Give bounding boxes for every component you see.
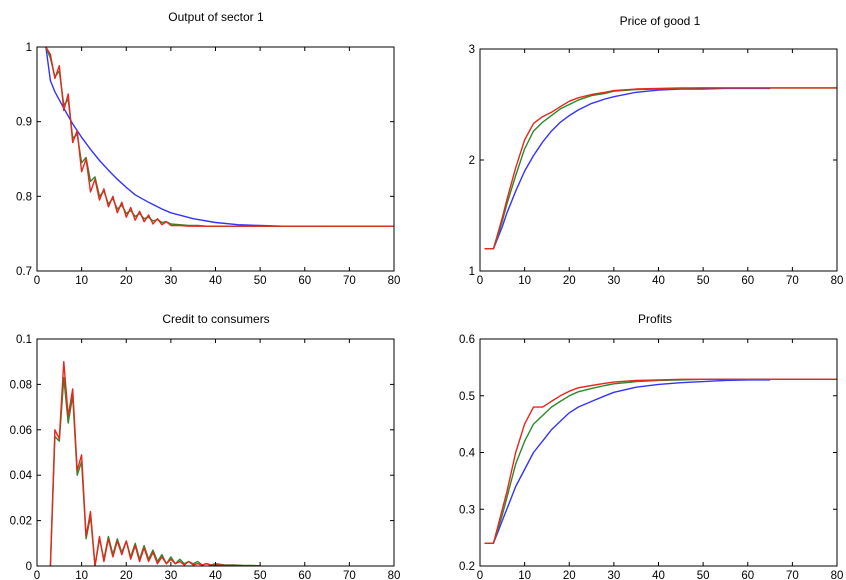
series-line-green — [484, 87, 837, 250]
x-tick-label: 60 — [298, 275, 311, 287]
x-tick-label: 80 — [831, 275, 844, 287]
x-tick-label: 30 — [164, 570, 177, 580]
y-tick-label: 2 — [469, 155, 475, 167]
x-tick-label: 80 — [388, 570, 401, 580]
y-tick-label: 3 — [469, 44, 475, 56]
y-tick-label: 0.4 — [459, 448, 476, 460]
x-tick-label: 70 — [343, 570, 356, 580]
x-tick-label: 0 — [477, 570, 483, 580]
x-tick-label: 60 — [741, 275, 754, 287]
y-tick-label: 0 — [26, 561, 32, 573]
x-tick-label: 50 — [254, 570, 267, 580]
x-tick-label: 40 — [652, 570, 665, 580]
x-tick-label: 30 — [607, 275, 620, 287]
x-tick-label: 80 — [388, 275, 401, 287]
series-line-blue — [45, 47, 328, 227]
x-tick-label: 0 — [34, 570, 40, 580]
series-line-blue — [484, 87, 771, 250]
series-line-green — [484, 378, 837, 544]
y-tick-label: 0.06 — [10, 425, 32, 437]
y-tick-label: 0.08 — [10, 379, 32, 391]
series-line-red — [484, 87, 837, 250]
x-tick-label: 20 — [563, 570, 576, 580]
plot-frame — [36, 338, 395, 567]
series-group — [484, 378, 837, 544]
x-tick-label: 60 — [298, 570, 311, 580]
y-tick-label: 0.2 — [459, 561, 475, 573]
x-tick-label: 50 — [697, 570, 710, 580]
x-tick-label: 80 — [831, 570, 844, 580]
x-tick-label: 20 — [563, 275, 576, 287]
x-tick-label: 40 — [652, 275, 665, 287]
series-group — [45, 47, 394, 227]
y-tick-label: 0.6 — [459, 334, 475, 346]
plot-credit-to-consumers: 0 10 20 30 40 50 60 70 80 0 0.02 0.04 0.06 0.08 0.1 — [10, 334, 401, 580]
panel-title-credit-to-consumers: Credit to consumers — [162, 312, 269, 326]
y-tick-label: 0.3 — [459, 504, 475, 516]
y-tick-label: 0.5 — [459, 391, 475, 403]
plots-layer: 0 10 20 30 40 50 60 70 800.70.80.910 10 20 30 40 50 60… — [10, 42, 844, 580]
y-tick-label: 0.9 — [16, 117, 32, 129]
x-tick-label: 10 — [75, 570, 88, 580]
y-tick-label: 0.02 — [10, 516, 32, 528]
x-tick-label: 30 — [607, 570, 620, 580]
series-group — [484, 87, 837, 250]
y-tick-label: 1 — [26, 42, 32, 54]
plot-price-of-good-1: 0 10 20 30 40 50 60 70 80 1 2 3 — [469, 44, 844, 287]
series-line-green — [45, 47, 394, 227]
x-tick-label: 30 — [164, 275, 177, 287]
panel-title-profits: Profits — [638, 312, 672, 326]
plot-frame — [36, 46, 395, 272]
x-tick-label: 70 — [343, 275, 356, 287]
x-tick-label: 60 — [741, 570, 754, 580]
panel-title-price-of-good-1: Price of good 1 — [620, 14, 701, 28]
x-tick-label: 0 — [477, 275, 483, 287]
plot-profits: 0 10 20 30 40 50 60 70 80 0.2 0.3 0.4 0.5 0.6 — [459, 334, 843, 580]
series-line-red — [49, 361, 261, 566]
x-tick-label: 50 — [254, 275, 267, 287]
y-tick-label: 0.1 — [16, 334, 32, 346]
x-tick-label: 40 — [209, 570, 222, 580]
x-tick-label: 20 — [120, 275, 133, 287]
panel-title-output-of-sector-1: Output of sector 1 — [168, 10, 264, 24]
series-line-blue — [484, 379, 771, 544]
plot-output-of-sector-1: 0 10 20 30 40 50 60 70 80 0.7 0.8 0.9 1 — [16, 42, 400, 287]
x-tick-label: 50 — [697, 275, 710, 287]
x-tick-label: 20 — [120, 570, 133, 580]
series-line-red — [45, 47, 394, 227]
x-tick-label: 70 — [786, 570, 799, 580]
y-tick-label: 1 — [469, 266, 475, 278]
y-tick-label: 0.8 — [16, 191, 32, 203]
series-line-red — [484, 378, 837, 544]
x-tick-label: 70 — [786, 275, 799, 287]
x-tick-label: 10 — [518, 275, 531, 287]
x-tick-label: 10 — [518, 570, 531, 580]
x-tick-label: 10 — [75, 275, 88, 287]
x-tick-label: 40 — [209, 275, 222, 287]
series-group — [49, 361, 261, 566]
y-tick-label: 0.04 — [10, 470, 33, 482]
y-tick-label: 0.7 — [16, 266, 32, 278]
x-tick-label: 0 — [34, 275, 40, 287]
plot-frame — [479, 48, 838, 272]
